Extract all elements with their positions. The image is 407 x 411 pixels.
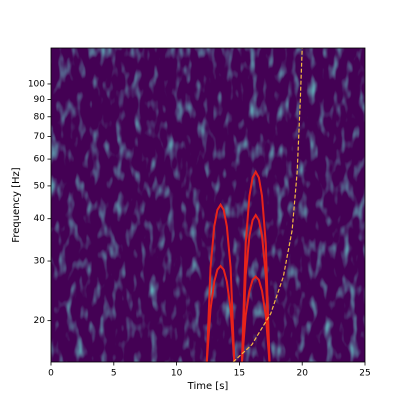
x-tick-label: 0 [48,369,54,379]
x-tick-label: 10 [171,369,183,379]
y-tick-label: 90 [34,95,46,105]
x-tick-label: 5 [111,369,117,379]
curve [240,169,271,362]
y-axis-label: Frequency [Hz] [11,167,22,243]
x-axis-label: Time [s] [187,381,229,392]
curve [205,264,236,362]
x-tick-label: 15 [234,369,245,379]
y-tick-label: 80 [34,112,46,122]
x-tick-label: 20 [296,369,308,379]
y-tick-label: 70 [34,132,46,142]
frame [50,47,366,363]
y-tick-label: 30 [34,257,46,267]
y-tick-label: 60 [34,155,46,165]
curve [240,213,271,362]
curve [232,48,303,362]
y-tick-label: 40 [34,214,46,224]
curve [240,275,271,362]
y-tick-label: 20 [34,316,46,326]
curves [205,48,303,362]
y-tick-label: 50 [34,181,46,191]
x-tick-label: 25 [359,369,370,379]
y-tick-label: 100 [28,79,45,89]
curve [205,202,236,362]
